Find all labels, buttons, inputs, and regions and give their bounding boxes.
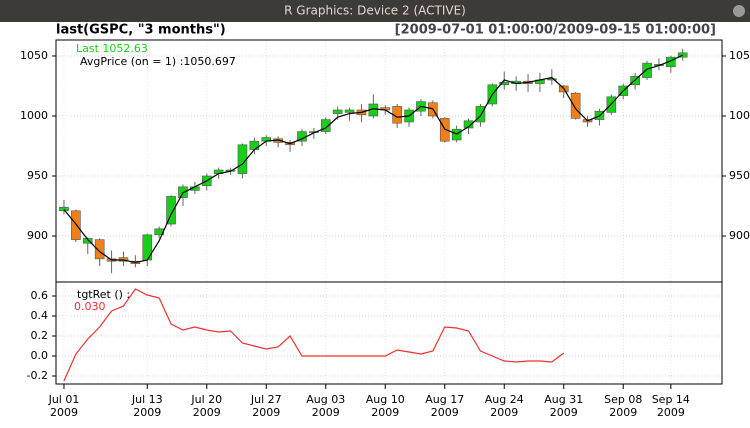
plot-frame [55,39,723,385]
close-button[interactable] [733,5,745,17]
y-tick-label: 1000 [20,109,48,122]
legend-value: 0.030 [74,300,106,313]
chart-title: last(GSPC, "3 months") [56,23,226,38]
x-tick-label: Aug 03 [306,393,345,406]
y-tick-label: 950 [27,169,48,182]
x-tick-label: 2009 [252,406,280,419]
y-tick-label: 950 [729,169,750,182]
x-tick-label: 2009 [490,406,518,419]
candle-body [677,52,688,58]
x-tick-label: Aug 10 [366,393,405,406]
x-tick-label: 2009 [657,406,685,419]
y-tick-label: 0.0 [31,349,49,362]
legend-entry: tgtRet () : [77,288,130,301]
chart-subtitle: [2009-07-01 01:00:00/2009-09-15 01:00:00… [395,23,716,38]
x-tick-label: Sep 08 [604,393,642,406]
y-tick-label: 0.4 [31,309,49,322]
x-tick-label: 2009 [312,406,340,419]
y-tick-label: 1050 [20,49,48,62]
candle-body [142,234,153,261]
candle-body [118,257,129,262]
candle-body [332,109,343,114]
candle-body [570,92,581,119]
legend-last: Last 1052.63 [76,42,148,55]
candle-body [94,239,105,260]
candle-body [475,106,486,123]
plot: 900 900 950 950 1000 1000 1050 1050 -0.2 0.0 0.2 0.… [20,40,750,419]
candle-body [499,82,510,86]
x-tick-label: Aug 24 [485,393,524,406]
x-tick-label: Aug 31 [544,393,583,406]
y-tick-label: 1000 [729,109,750,122]
x-tick-label: 2009 [50,406,78,419]
x-tick-label: Jul 13 [131,393,163,406]
candle-body [237,144,248,174]
y-tick-label: 900 [729,229,750,242]
y-tick-label: 0.2 [31,329,49,342]
candle-body [547,78,557,81]
x-tick-label: Jul 01 [48,393,80,406]
y-tick-label: 900 [27,229,48,242]
candle-body [344,109,355,113]
candle-body [249,140,260,150]
line [63,288,565,382]
title-bar [0,0,750,22]
candle-body [59,206,69,212]
x-tick-label: 2009 [550,406,578,419]
legend-entry: AvgPrice (on = 1) :1050.697 [80,55,236,68]
x-tick-label: 2009 [609,406,637,419]
y-tick-label: -0.2 [27,369,48,382]
candle-body [463,120,474,129]
y-tick-label: 0.6 [31,289,49,302]
window-title: R Graphics: Device 2 (ACTIVE) [284,4,466,18]
x-tick-label: Aug 17 [425,393,464,406]
candle-body [320,119,331,132]
x-tick-label: Jul 20 [190,393,222,406]
candle-body [71,210,81,240]
candle-body [642,62,652,78]
candle-body [82,238,93,244]
y-tick-label: 1050 [729,49,750,62]
x-tick-label: 2009 [133,406,161,419]
x-tick-label: 2009 [371,406,399,419]
x-tick-label: Sep 14 [652,393,690,406]
x-tick-label: 2009 [193,406,221,419]
x-tick-label: 2009 [431,406,459,419]
line [63,54,683,264]
x-tick-label: Jul 27 [250,393,282,406]
candle-body [166,196,176,225]
